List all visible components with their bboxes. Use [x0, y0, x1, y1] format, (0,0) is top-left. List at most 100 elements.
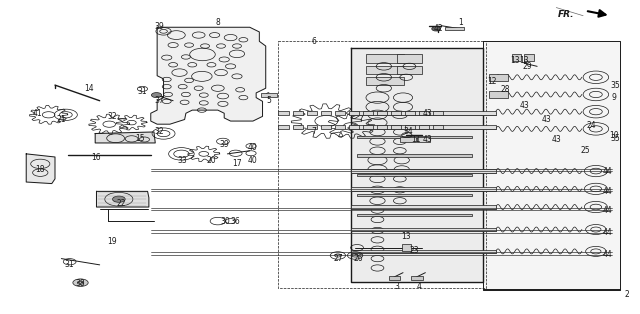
Bar	[321, 111, 331, 116]
Text: 24: 24	[587, 121, 596, 130]
Text: 34: 34	[403, 127, 413, 137]
Circle shape	[113, 196, 125, 202]
Bar	[412, 276, 423, 279]
Bar	[335, 125, 345, 129]
Text: 14: 14	[84, 84, 93, 93]
Bar	[278, 125, 289, 129]
Text: 13: 13	[510, 56, 520, 65]
Bar	[357, 154, 472, 157]
Text: 31: 31	[65, 260, 74, 269]
Bar	[351, 228, 495, 231]
Text: 21: 21	[56, 115, 66, 124]
Bar	[278, 111, 289, 116]
Text: 39: 39	[220, 140, 229, 149]
Text: 40: 40	[248, 143, 258, 152]
Bar	[351, 250, 495, 253]
Text: 43: 43	[542, 115, 552, 124]
Bar	[391, 125, 401, 129]
Text: 40: 40	[248, 156, 258, 165]
Polygon shape	[351, 48, 483, 282]
Text: 43: 43	[552, 135, 561, 144]
Bar	[357, 193, 472, 196]
Text: 43: 43	[422, 135, 432, 144]
Bar	[349, 125, 359, 129]
Text: 43: 43	[422, 109, 432, 118]
Text: 2: 2	[624, 290, 629, 299]
Text: 29: 29	[523, 62, 532, 71]
Bar	[351, 125, 495, 129]
Bar	[307, 125, 317, 129]
Text: 30: 30	[221, 217, 230, 225]
Text: 6: 6	[311, 37, 316, 46]
Text: 33: 33	[178, 156, 188, 165]
Text: 41: 41	[33, 109, 42, 118]
Text: 16: 16	[92, 153, 101, 161]
Bar	[363, 125, 373, 129]
Circle shape	[73, 279, 88, 286]
Text: 5: 5	[266, 96, 271, 105]
Text: 3: 3	[394, 282, 399, 291]
Text: 44: 44	[602, 206, 612, 215]
Bar	[292, 125, 303, 129]
Text: 36: 36	[231, 217, 241, 225]
Bar	[402, 244, 412, 251]
Bar	[397, 66, 422, 74]
Bar	[366, 54, 404, 63]
Text: 35: 35	[610, 134, 620, 143]
Bar	[357, 214, 472, 216]
Bar	[307, 111, 317, 116]
Text: 8: 8	[216, 18, 220, 27]
Text: 38: 38	[76, 279, 85, 288]
Text: 17: 17	[232, 159, 242, 168]
Text: 7: 7	[311, 127, 316, 137]
Polygon shape	[483, 41, 620, 290]
Text: 9: 9	[611, 93, 616, 102]
Text: 44: 44	[602, 187, 612, 196]
Bar	[349, 111, 359, 116]
Bar	[400, 137, 416, 142]
Bar	[377, 111, 387, 116]
Text: 22: 22	[116, 199, 125, 208]
Text: 26: 26	[353, 254, 363, 263]
Text: 27: 27	[333, 254, 342, 263]
Bar	[363, 111, 373, 116]
Text: 25: 25	[580, 146, 590, 155]
Text: 13: 13	[520, 56, 529, 65]
Bar	[489, 91, 508, 98]
Text: 4: 4	[417, 282, 421, 291]
Text: 1: 1	[458, 18, 463, 27]
Text: 32: 32	[108, 112, 117, 121]
Text: 12: 12	[488, 78, 497, 86]
Text: 28: 28	[500, 85, 510, 94]
Text: 32: 32	[154, 127, 164, 137]
Bar	[377, 125, 387, 129]
Text: 10: 10	[609, 131, 619, 140]
Text: 18: 18	[36, 165, 45, 174]
Text: 11: 11	[411, 135, 420, 144]
Bar	[321, 125, 331, 129]
Text: 44: 44	[602, 228, 612, 237]
Text: 20: 20	[207, 156, 216, 165]
Text: 23: 23	[410, 246, 419, 255]
Bar	[357, 136, 472, 138]
Bar	[433, 111, 444, 116]
Bar	[351, 205, 495, 209]
Text: 31: 31	[138, 87, 147, 96]
Bar	[405, 125, 415, 129]
Bar	[292, 111, 303, 116]
Bar	[261, 93, 277, 97]
Bar	[397, 54, 422, 63]
Bar	[419, 111, 429, 116]
Text: FR.: FR.	[557, 10, 574, 19]
Polygon shape	[95, 132, 156, 143]
Bar	[445, 27, 464, 30]
Bar	[489, 73, 508, 81]
Bar	[511, 53, 521, 61]
Bar	[357, 174, 472, 176]
Polygon shape	[26, 154, 55, 184]
Bar	[389, 276, 401, 279]
Text: 44: 44	[602, 166, 612, 176]
Text: 15: 15	[135, 134, 145, 143]
Text: 43: 43	[520, 101, 529, 110]
Bar	[405, 111, 415, 116]
